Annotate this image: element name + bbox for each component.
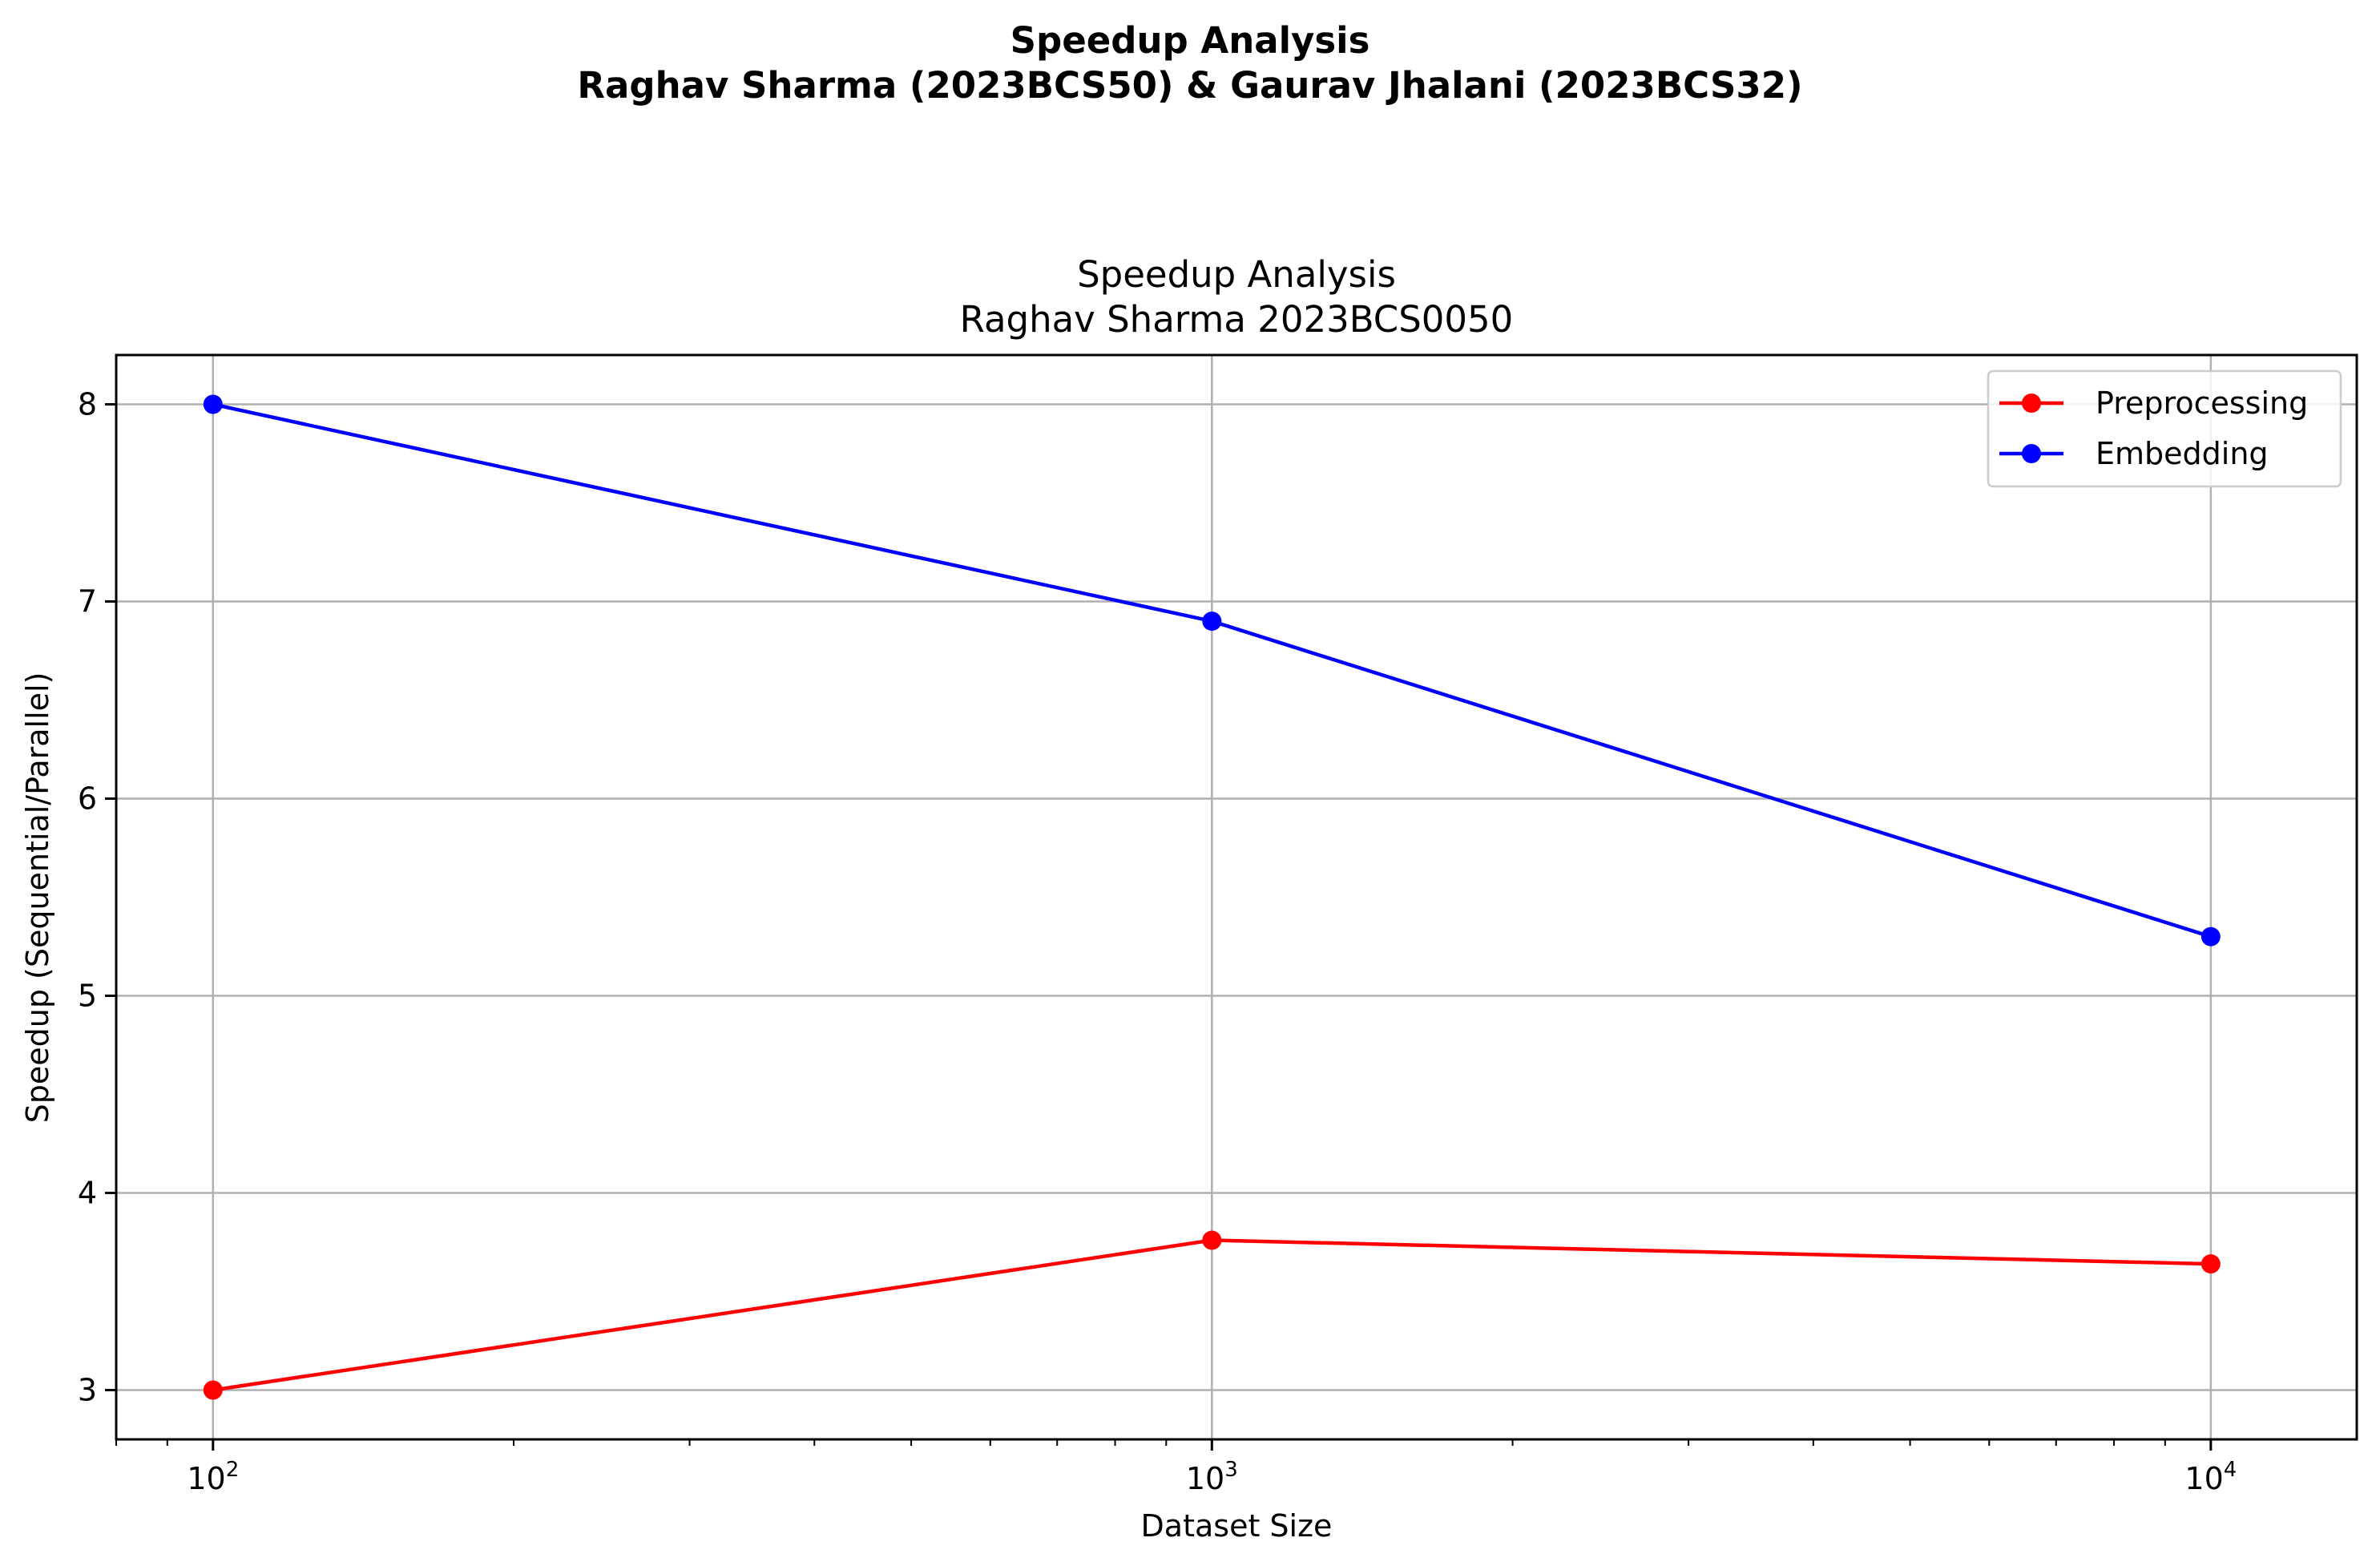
legend-label-embedding: Embedding	[2096, 436, 2269, 471]
x-tick-label: 102	[187, 1458, 239, 1496]
grid	[116, 355, 2357, 1439]
y-tick-label: 4	[78, 1176, 97, 1211]
figure-suptitle-line2: Raghav Sharma (2023BCS50) & Gaurav Jhala…	[577, 64, 1802, 107]
legend-marker-preprocessing	[2022, 394, 2041, 413]
legend-label-preprocessing: Preprocessing	[2096, 385, 2308, 421]
figure-suptitle-line1: Speedup Analysis	[1010, 19, 1370, 62]
legend: Preprocessing Embedding	[1987, 369, 2342, 488]
chart-title-line1: Speedup Analysis	[1077, 253, 1396, 296]
chart-title-line2: Raghav Sharma 2023BCS0050	[960, 298, 1514, 341]
y-tick-label: 3	[78, 1373, 97, 1408]
y-axis-label: Speedup (Sequential/Parallel)	[20, 672, 55, 1124]
y-tick-label: 7	[78, 584, 97, 620]
data-point-preprocessing	[203, 1380, 223, 1400]
plot-frame	[115, 353, 2358, 1441]
tick-layer: 3 4 5 6 7 8 102 103 104	[78, 387, 2237, 1497]
legend-box	[1987, 369, 2342, 488]
y-tick-label: 5	[78, 979, 97, 1014]
series-layer	[203, 394, 2221, 1400]
x-tick-label: 103	[1186, 1458, 1238, 1496]
y-tick-label: 8	[78, 387, 97, 422]
data-point-embedding	[1202, 611, 1222, 632]
data-point-embedding	[2200, 926, 2221, 946]
x-axis-label: Dataset Size	[1141, 1508, 1333, 1544]
data-point-preprocessing	[2200, 1254, 2221, 1274]
y-tick-label: 6	[78, 781, 97, 817]
legend-marker-embedding	[2022, 444, 2041, 463]
data-point-embedding	[203, 394, 223, 414]
data-point-preprocessing	[1202, 1230, 1222, 1250]
x-tick-label: 104	[2184, 1458, 2237, 1496]
